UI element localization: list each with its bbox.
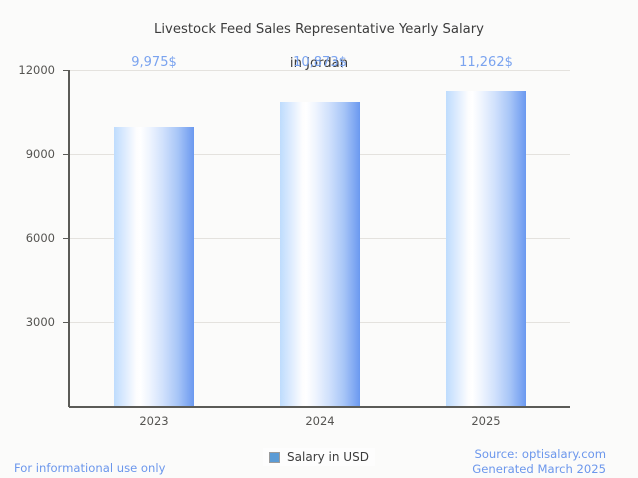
y-tick-mark-6000: [63, 238, 69, 240]
legend-item-label: Salary in USD: [287, 450, 369, 464]
x-tick-label-2024: 2024: [305, 414, 335, 428]
y-tick-label-3000: 3000: [25, 315, 55, 329]
x-tick-label-2023: 2023: [139, 414, 169, 428]
plot-area: [69, 70, 570, 406]
y-tick-mark-3000: [63, 322, 69, 324]
bar-value-label-2023: 9,975$: [131, 55, 177, 70]
bar-2025[interactable]: [446, 90, 526, 406]
legend-swatch-icon: [269, 451, 281, 463]
x-tick-label-2025: 2025: [471, 414, 501, 428]
x-axis-line: [69, 406, 570, 408]
y-tick-mark-12000: [63, 70, 69, 72]
y-tick-mark-9000: [63, 154, 69, 156]
chart-title-line-1: Livestock Feed Sales Representative Year…: [154, 22, 484, 37]
bar-2023[interactable]: [114, 126, 194, 406]
y-tick-label-6000: 6000: [25, 231, 55, 245]
bar-2024[interactable]: [280, 101, 360, 406]
bar-value-label-2024: 10,873$: [293, 55, 347, 70]
chart-title-line-2: in Jordan: [289, 56, 349, 71]
source-link[interactable]: Source: optisalary.com: [474, 447, 606, 461]
disclaimer-text: For informational use only: [14, 461, 166, 475]
y-tick-label-12000: 12000: [18, 63, 55, 77]
chart-title: Livestock Feed Sales Representative Year…: [0, 4, 638, 72]
gridline-12000: [69, 70, 570, 71]
legend-item-salary-in-usd[interactable]: Salary in USD: [263, 448, 375, 466]
source-attribution: Source: optisalary.com Generated March 2…: [472, 447, 606, 476]
bar-value-label-2025: 11,262$: [459, 55, 513, 70]
generated-date: Generated March 2025: [472, 461, 606, 476]
chart-legend: Salary in USD: [0, 448, 638, 466]
y-tick-label-9000: 9000: [25, 147, 55, 161]
